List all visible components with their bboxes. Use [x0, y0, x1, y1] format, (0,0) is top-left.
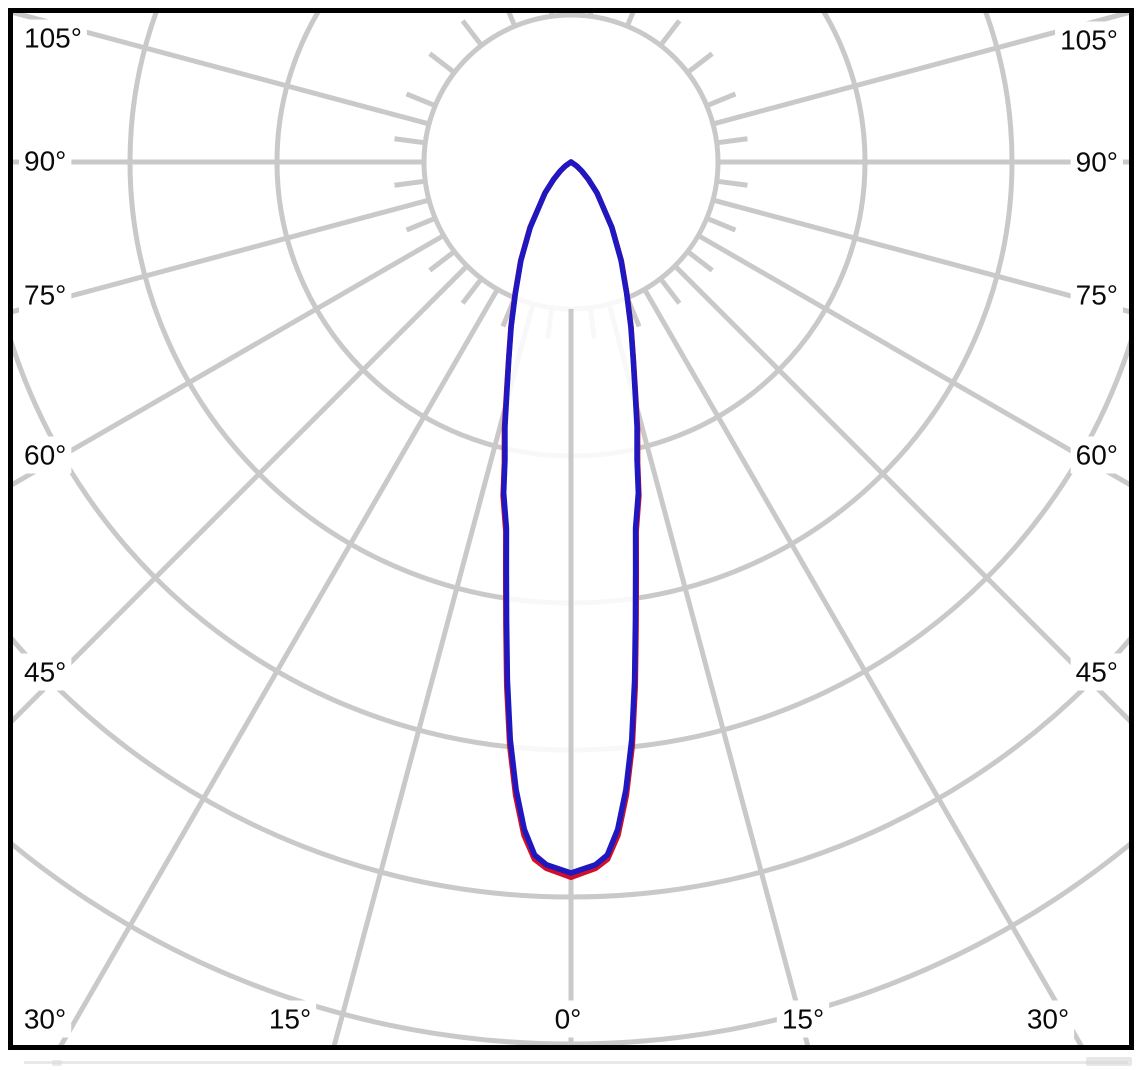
- minor-tick: [686, 51, 714, 75]
- radial-line-45: [673, 264, 1129, 724]
- angle-label-bg: [18, 1000, 72, 1038]
- angle-label-bg: [19, 436, 72, 474]
- angle-label-bg: [1021, 1000, 1075, 1038]
- angle-label-right-1: 90°: [1076, 147, 1118, 178]
- angle-label-right-2: 75°: [1076, 280, 1118, 311]
- angle-label-bg: [1070, 143, 1123, 181]
- angle-label-bottom-1: 15°: [269, 1004, 311, 1035]
- minor-tick: [705, 91, 737, 109]
- minor-tick: [716, 178, 748, 188]
- angle-label-bg: [19, 142, 72, 180]
- angle-label-bg: [1070, 653, 1123, 691]
- radial-line-45: [13, 264, 469, 724]
- minor-tick: [428, 51, 456, 75]
- angle-label-bg: [19, 19, 87, 57]
- minor-tick: [394, 136, 426, 146]
- radial-line-105: [13, 13, 430, 127]
- angle-label-bg: [1055, 21, 1123, 59]
- angle-label-left-4: 45°: [24, 657, 66, 688]
- minor-tick: [405, 91, 437, 109]
- angle-label-bg: [549, 1000, 587, 1038]
- angle-label-bottom-3: 15°: [782, 1004, 824, 1035]
- angle-label-right-3: 60°: [1076, 440, 1118, 471]
- angle-label-bg: [263, 1000, 317, 1038]
- angle-labels: 105° 90° 75° 60° 45° 105° 90° 75° 60° 45° 30° 15° 0°…: [18, 19, 1123, 1038]
- angle-label-right-0: 105°: [1060, 25, 1118, 56]
- minor-tick: [506, 13, 518, 28]
- minor-tick: [460, 277, 484, 305]
- minor-tick: [405, 215, 437, 233]
- angle-label-bg: [1070, 436, 1123, 474]
- radial-line-15: [331, 303, 536, 1045]
- angle-label-bg: [19, 653, 72, 691]
- radial-line-105: [712, 13, 1129, 127]
- minor-tick: [460, 19, 484, 47]
- angle-label-right-4: 45°: [1076, 657, 1118, 688]
- angle-label-bg: [776, 1000, 830, 1038]
- radial-line-75: [712, 197, 1129, 315]
- scan-artifact-line: [24, 1061, 1128, 1064]
- radial-line-30: [642, 288, 1084, 1045]
- minor-tick: [658, 19, 682, 47]
- angle-label-left-3: 60°: [24, 440, 66, 471]
- angle-label-bg: [1070, 276, 1123, 314]
- minor-tick: [686, 249, 714, 273]
- radial-line-30: [58, 288, 500, 1045]
- radial-line-15: [606, 303, 811, 1045]
- minor-tick: [716, 136, 748, 146]
- angle-label-bg: [19, 276, 72, 314]
- chart-border: [8, 8, 1134, 1050]
- minor-tick: [428, 249, 456, 273]
- radial-line-60: [13, 233, 445, 488]
- radial-line-75: [13, 197, 430, 315]
- minor-tick: [705, 215, 737, 233]
- angle-label-left-1: 90°: [24, 146, 66, 177]
- minor-tick: [658, 277, 682, 305]
- angle-label-left-0: 105°: [24, 23, 82, 54]
- scan-artifact-dot: [52, 1060, 62, 1066]
- angle-label-bottom-0: 30°: [24, 1004, 66, 1035]
- angle-label-left-2: 75°: [24, 280, 66, 311]
- radial-line-60: [697, 233, 1129, 488]
- beam-curve-blue: [500, 159, 642, 876]
- angle-label-bottom-4: 30°: [1027, 1004, 1069, 1035]
- angle-label-bottom-2: 0°: [555, 1004, 582, 1035]
- minor-tick: [394, 178, 426, 188]
- minor-tick: [624, 13, 636, 28]
- scan-artifact-smudge: [1086, 1057, 1132, 1066]
